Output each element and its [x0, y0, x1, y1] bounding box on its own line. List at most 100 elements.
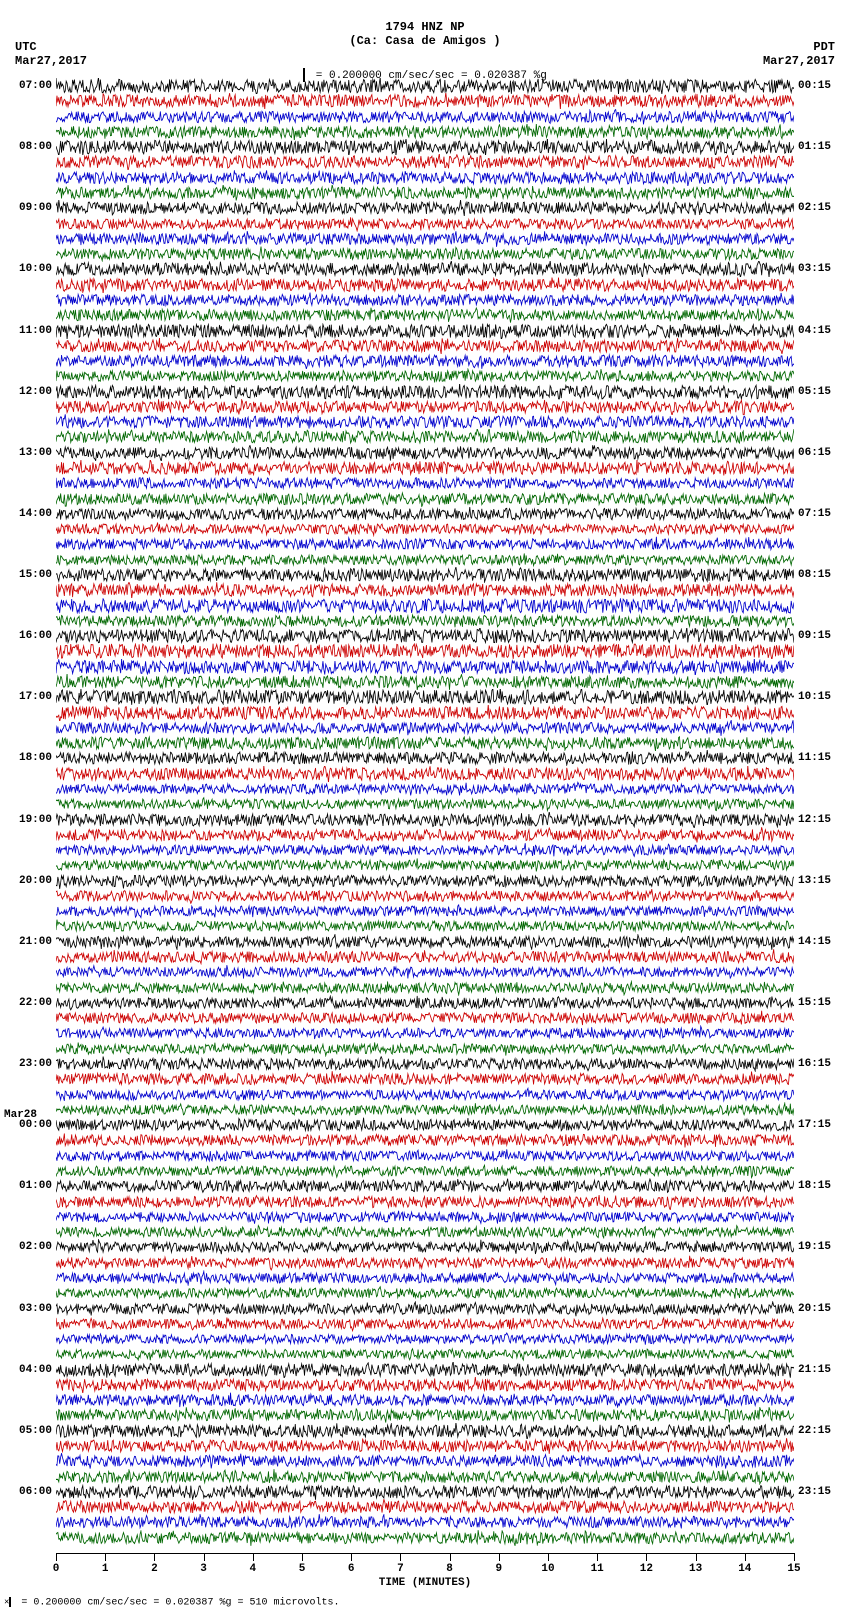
pdt-hour-label: 20:15: [798, 1303, 848, 1315]
seismic-trace: [56, 1469, 794, 1485]
seismic-trace: [56, 1056, 794, 1072]
seismic-trace: [56, 399, 794, 415]
station-name: (Ca: Casa de Amigos ): [0, 34, 850, 48]
x-axis-line: [56, 1553, 794, 1554]
seismic-trace: [56, 949, 794, 965]
footer-text: = 0.200000 cm/sec/sec = 0.020387 %g = 51…: [15, 1598, 339, 1609]
x-tick-label: 6: [348, 1563, 355, 1575]
seismic-trace: [56, 1239, 794, 1255]
utc-hour-label: 05:00: [2, 1425, 52, 1437]
seismic-trace: [56, 292, 794, 308]
seismic-trace: [56, 903, 794, 919]
seismic-trace: [56, 170, 794, 186]
header-title: 1794 HNZ NP (Ca: Casa de Amigos ): [0, 20, 850, 48]
utc-hour-label: 17:00: [2, 691, 52, 703]
helicorder-plot: [56, 86, 794, 1553]
seismic-trace: [56, 353, 794, 369]
x-tick: [302, 1553, 303, 1561]
seismic-trace: [56, 842, 794, 858]
tz-left: UTC: [15, 40, 87, 54]
seismic-trace: [56, 1423, 794, 1439]
seismic-trace: [56, 261, 794, 277]
seismic-trace: [56, 307, 794, 323]
seismic-trace: [56, 1514, 794, 1530]
x-tick-label: 7: [397, 1563, 404, 1575]
x-tick: [351, 1553, 352, 1561]
seismic-trace: [56, 1392, 794, 1408]
utc-date-label: Mar28: [4, 1109, 64, 1121]
utc-hour-label: 19:00: [2, 814, 52, 826]
seismic-trace: [56, 475, 794, 491]
seismic-trace: [56, 1316, 794, 1332]
pdt-hour-label: 19:15: [798, 1241, 848, 1253]
seismic-trace: [56, 460, 794, 476]
pdt-hour-label: 01:15: [798, 141, 848, 153]
x-tick-label: 8: [446, 1563, 453, 1575]
seismic-trace: [56, 1087, 794, 1103]
seismic-trace: [56, 1178, 794, 1194]
seismic-trace: [56, 934, 794, 950]
utc-hour-label: 21:00: [2, 936, 52, 948]
seismic-trace: [56, 705, 794, 721]
x-tick-label: 11: [591, 1563, 604, 1575]
pdt-hour-label: 17:15: [798, 1119, 848, 1131]
x-tick: [499, 1553, 500, 1561]
utc-hour-label: 16:00: [2, 630, 52, 642]
seismic-trace: [56, 980, 794, 996]
scale-bar-icon: [9, 1597, 11, 1607]
seismic-trace: [56, 689, 794, 705]
utc-hour-label: 22:00: [2, 997, 52, 1009]
seismic-trace: [56, 384, 794, 400]
x-axis: TIME (MINUTES) 0123456789101112131415: [56, 1553, 794, 1589]
seismic-trace: [56, 323, 794, 339]
utc-hour-label: 04:00: [2, 1364, 52, 1376]
seismic-trace: [56, 1010, 794, 1026]
utc-hour-label: 09:00: [2, 202, 52, 214]
seismic-trace: [56, 643, 794, 659]
utc-hour-label: 23:00: [2, 1058, 52, 1070]
seismic-trace: [56, 1194, 794, 1210]
utc-hour-label: 12:00: [2, 386, 52, 398]
pdt-hour-label: 02:15: [798, 202, 848, 214]
seismic-trace: [56, 506, 794, 522]
seismic-trace: [56, 582, 794, 598]
pdt-hour-label: 04:15: [798, 325, 848, 337]
seismic-trace: [56, 216, 794, 232]
seismic-trace: [56, 1132, 794, 1148]
x-tick-label: 12: [640, 1563, 653, 1575]
pdt-hour-label: 16:15: [798, 1058, 848, 1070]
seismic-trace: [56, 277, 794, 293]
x-tick: [105, 1553, 106, 1561]
pdt-hour-label: 22:15: [798, 1425, 848, 1437]
seismic-trace: [56, 521, 794, 537]
seismic-trace: [56, 613, 794, 629]
pdt-hour-label: 09:15: [798, 630, 848, 642]
seismic-trace: [56, 1438, 794, 1454]
seismic-trace: [56, 750, 794, 766]
x-tick: [400, 1553, 401, 1561]
seismic-trace: [56, 78, 794, 94]
seismic-trace: [56, 552, 794, 568]
x-tick-label: 5: [299, 1563, 306, 1575]
pdt-hour-label: 00:15: [798, 80, 848, 92]
seismic-trace: [56, 628, 794, 644]
seismic-trace: [56, 338, 794, 354]
seismic-trace: [56, 231, 794, 247]
seismic-trace: [56, 154, 794, 170]
seismic-trace: [56, 1453, 794, 1469]
station-id: 1794 HNZ NP: [0, 20, 850, 34]
seismic-trace: [56, 1209, 794, 1225]
header-left: UTC Mar27,2017: [15, 40, 87, 68]
seismic-trace: [56, 888, 794, 904]
seismic-trace: [56, 1041, 794, 1057]
pdt-hour-label: 12:15: [798, 814, 848, 826]
seismic-trace: [56, 536, 794, 552]
x-tick: [646, 1553, 647, 1561]
x-tick-label: 4: [249, 1563, 256, 1575]
tz-right: PDT: [763, 40, 835, 54]
date-right: Mar27,2017: [763, 54, 835, 68]
seismic-trace: [56, 1331, 794, 1347]
pdt-hour-label: 14:15: [798, 936, 848, 948]
seismic-trace: [56, 246, 794, 262]
seismic-trace: [56, 445, 794, 461]
